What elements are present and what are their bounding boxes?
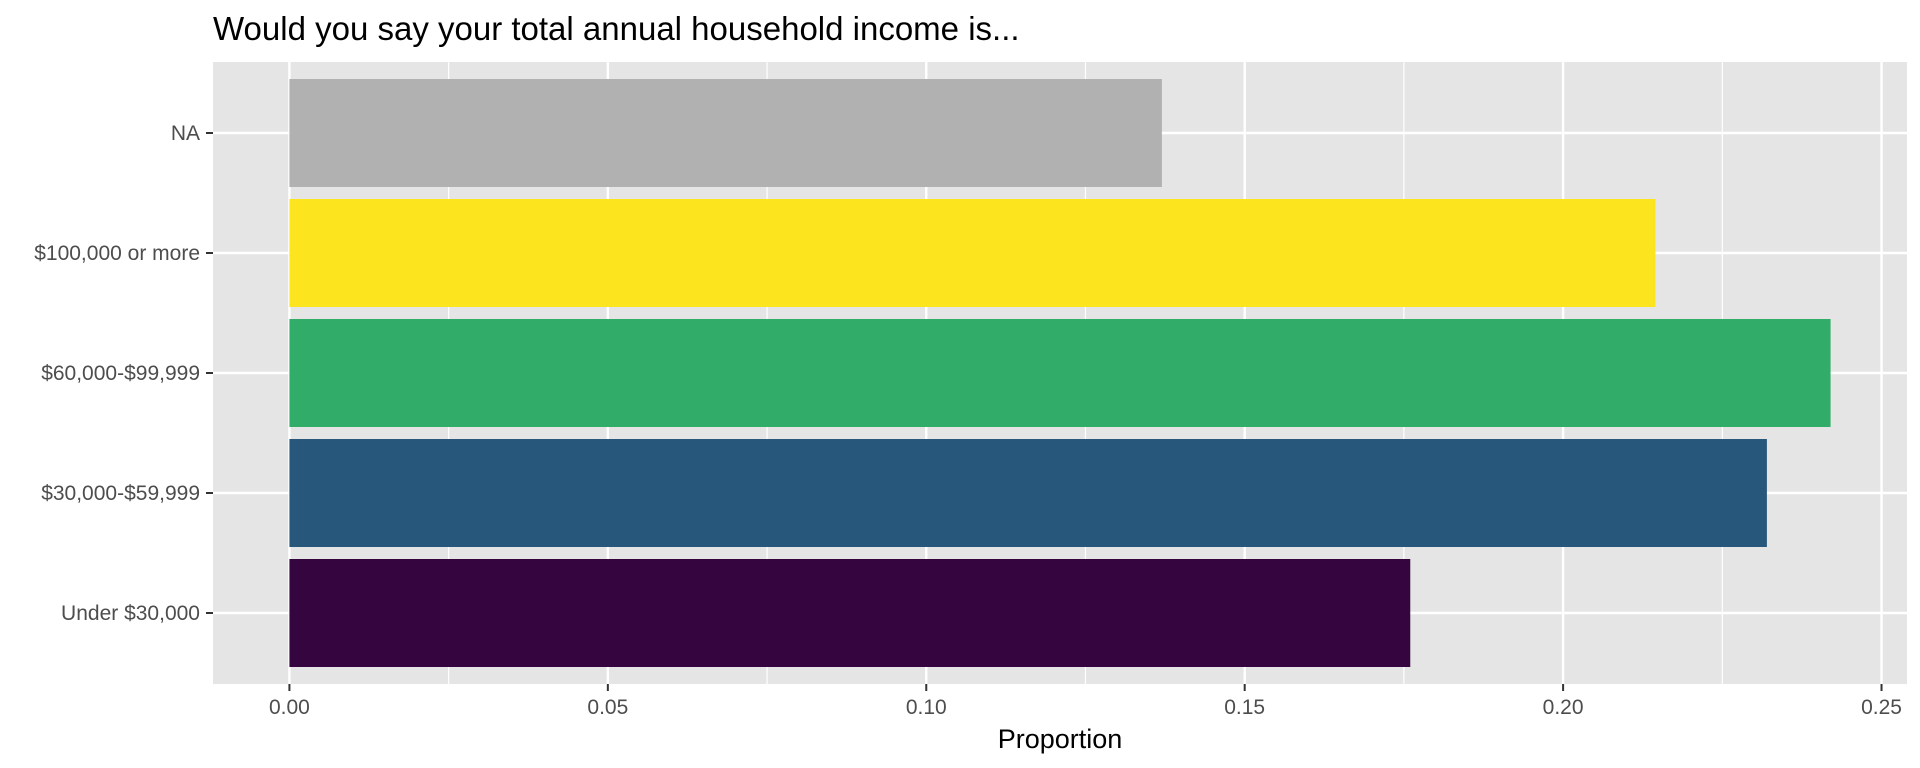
y-tick-label: $30,000-$59,999: [41, 482, 200, 505]
chart-title: Would you say your total annual househol…: [213, 10, 1020, 47]
bar: [289, 199, 1656, 307]
bar: [289, 439, 1767, 547]
x-axis-label: Proportion: [998, 724, 1123, 754]
y-tick-label: NA: [171, 122, 200, 145]
x-axis: 0.00 0.05 0.10 0.15 0.20 0.25: [269, 684, 1902, 719]
bar: [289, 319, 1831, 427]
x-tick-label: 0.00: [269, 696, 310, 719]
bar: [289, 79, 1162, 187]
bars: [289, 79, 1831, 667]
y-tick-label: $100,000 or more: [34, 242, 200, 265]
x-tick-label: 0.20: [1543, 696, 1584, 719]
y-axis: Under $30,000 $30,000-$59,999 $60,000-$99,…: [34, 122, 213, 625]
x-tick-label: 0.05: [587, 696, 628, 719]
y-tick-label: Under $30,000: [61, 602, 200, 625]
x-tick-label: 0.10: [906, 696, 947, 719]
bar: [289, 559, 1411, 667]
x-tick-label: 0.15: [1224, 696, 1265, 719]
x-tick-label: 0.25: [1861, 696, 1902, 719]
y-tick-label: $60,000-$99,999: [41, 362, 200, 385]
